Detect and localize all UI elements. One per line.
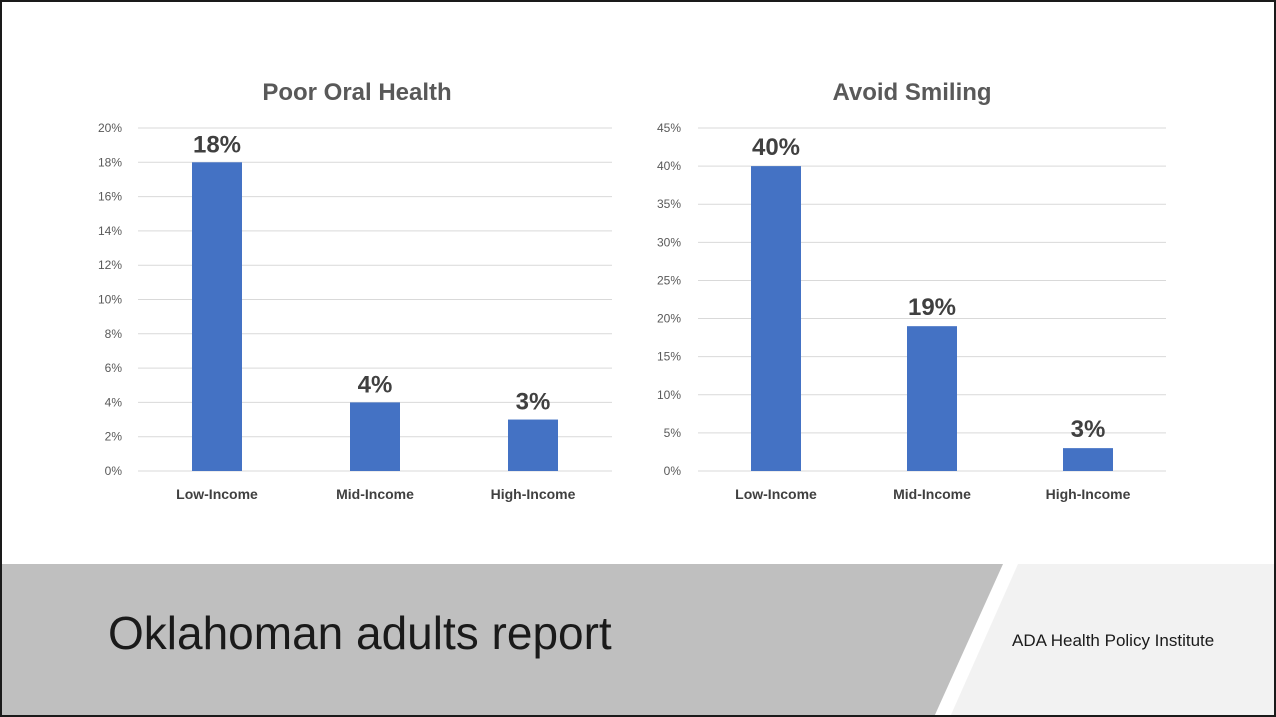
y-tick-label: 0% [664, 464, 682, 478]
footer-band-light [950, 564, 1276, 717]
data-label: 4% [358, 371, 393, 398]
data-label: 3% [516, 389, 551, 416]
y-tick-label: 8% [105, 327, 123, 341]
category-label: High-Income [491, 486, 576, 502]
y-tick-label: 40% [657, 159, 681, 173]
data-label: 19% [908, 294, 956, 321]
y-tick-label: 15% [657, 350, 681, 364]
y-tick-label: 16% [98, 190, 122, 204]
y-tick-label: 10% [657, 388, 681, 402]
y-tick-label: 35% [657, 197, 681, 211]
y-tick-label: 0% [105, 464, 123, 478]
category-label: Low-Income [176, 486, 258, 502]
chart-poor-oral-health: Poor Oral Health 0% 2% 4% 6% 8% 10% 12% 14% 16% 18… [98, 79, 612, 502]
y-tick-label: 14% [98, 224, 122, 238]
chart-title-poor-oral-health: Poor Oral Health [262, 79, 451, 106]
category-label: High-Income [1046, 486, 1131, 502]
category-label: Mid-Income [336, 486, 414, 502]
bar-high-income [508, 419, 558, 471]
y-tick-label: 10% [98, 293, 122, 307]
chart-title-avoid-smiling: Avoid Smiling [832, 79, 991, 106]
organization-name: ADA Health Policy Institute [1012, 631, 1215, 650]
y-tick-label: 4% [105, 395, 123, 409]
category-label: Mid-Income [893, 486, 971, 502]
y-tick-label: 45% [657, 121, 681, 135]
y-tick-label: 12% [98, 258, 122, 272]
footer-band-dark [0, 564, 1003, 717]
category-label: Low-Income [735, 486, 817, 502]
y-tick-label: 20% [657, 312, 681, 326]
bar-low-income [751, 166, 801, 471]
data-label: 3% [1071, 416, 1106, 443]
data-label: 18% [193, 131, 241, 158]
footer-band [0, 564, 1276, 717]
data-label: 40% [752, 134, 800, 161]
bar-high-income [1063, 448, 1113, 471]
chart-avoid-smiling: Avoid Smiling 0% 5% 10% 15% 20% 25% 30% 35% 40% 45… [657, 79, 1166, 502]
y-tick-label: 2% [105, 430, 123, 444]
y-tick-label: 30% [657, 235, 681, 249]
y-tick-label: 18% [98, 155, 122, 169]
bar-mid-income [350, 402, 400, 471]
bar-mid-income [907, 326, 957, 471]
bar-low-income [192, 162, 242, 472]
y-tick-label: 25% [657, 273, 681, 287]
slide-title: Oklahoman adults report [108, 607, 612, 659]
y-tick-label: 5% [664, 426, 682, 440]
y-tick-label: 6% [105, 361, 123, 375]
y-tick-label: 20% [98, 121, 122, 135]
